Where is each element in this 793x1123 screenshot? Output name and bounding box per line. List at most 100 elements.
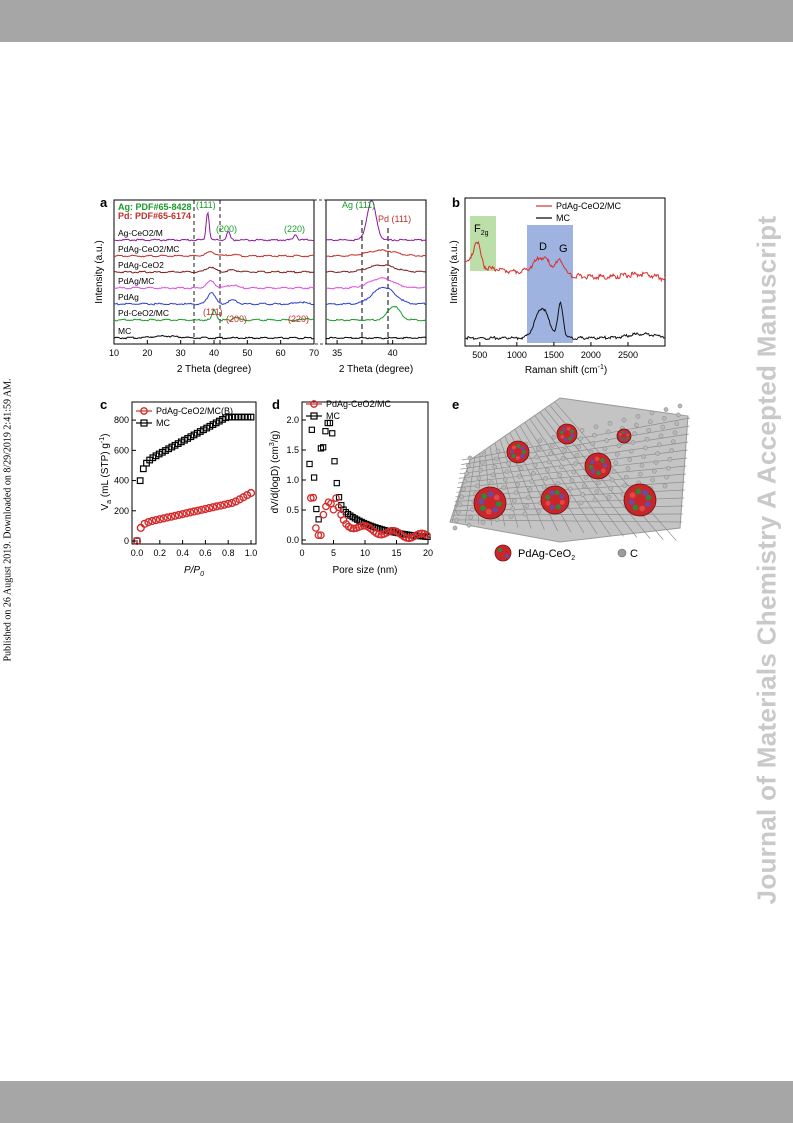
nanoparticle-atom: [566, 426, 571, 431]
isotherm-pdag-point: [246, 488, 256, 498]
legend-c-pdag: PdAg-CeO2/MC(B): [156, 406, 233, 416]
peak-200-red: (200): [226, 314, 247, 324]
xrd-trace-3: [113, 266, 315, 274]
xtick-b-500: 500: [472, 350, 487, 360]
isotherm-pdag-point: [136, 523, 145, 533]
psd-pdag-point: [319, 510, 328, 519]
legend-carbon-label: C: [630, 548, 638, 560]
sample-label-5: PdAg: [118, 292, 139, 302]
psd-mc-point: [320, 444, 327, 451]
legend-marker-c-mc: [140, 419, 148, 427]
xrd-zoom-trace-4: [325, 276, 427, 290]
nanoparticle-atom: [511, 454, 516, 459]
nanoparticle-atom: [520, 454, 525, 459]
psd-mc-point: [310, 474, 318, 481]
xtick-d-20: 20: [423, 548, 433, 558]
xtick-c-0.4: 0.4: [176, 548, 189, 558]
legend-marker-d-pdag: [310, 400, 318, 408]
bottom-footer-bar: [0, 1081, 793, 1123]
isotherm-points: [132, 413, 256, 546]
ref-ag-label: Ag: PDF#65-8428: [118, 202, 192, 212]
xrd-trace-1: [113, 211, 315, 242]
nanoparticle-2: [556, 423, 578, 445]
psd-pdag-point: [314, 531, 323, 540]
nanoparticle-atom: [639, 505, 646, 512]
panel-a-zoom-xlabel: 2 Theta (degree): [339, 364, 413, 375]
nanoparticle-atom: [628, 499, 635, 505]
nanoparticle-atom: [564, 437, 568, 442]
carbon-lattice-illustration: [449, 397, 691, 543]
xtick-a-60: 60: [276, 348, 286, 358]
legend-marker-c-pdag: [140, 407, 148, 415]
nanoparticle-atom: [559, 493, 565, 499]
panel-b-frame: [464, 197, 666, 347]
nanoparticle-atom: [522, 450, 526, 454]
nanoparticle-atom: [642, 489, 648, 496]
isotherm-pdag-point: [197, 505, 206, 514]
nanoparticle-atom: [515, 456, 520, 460]
isotherm-pdag-point: [227, 498, 237, 508]
xtick-c-1.0: 1.0: [245, 548, 258, 558]
peak-220-red: (220): [288, 314, 309, 324]
panel-c-yticks: 0 200 400 600 800: [114, 415, 136, 546]
panel-d-ylabel: dV/d(logD) (cm3/g): [269, 431, 281, 514]
nanoparticle-atom: [623, 438, 627, 442]
nanoparticle-atom: [568, 436, 572, 441]
xtick-d-0: 0: [299, 548, 304, 558]
nanoparticle-atom: [590, 469, 596, 474]
nanoparticle-3: [616, 428, 632, 444]
panel-b-label: b: [452, 195, 460, 210]
isotherm-pdag-point: [144, 518, 153, 527]
nanoparticle-atom: [600, 458, 605, 463]
nanoparticle-atom: [487, 491, 494, 498]
pore-size-points: [306, 419, 431, 543]
psd-pdag-point: [422, 531, 431, 539]
panel-a-zoom-xticks: 35 40: [332, 340, 398, 358]
xtick-a-zoom-35: 35: [332, 348, 342, 358]
legend-particle-label: PdAg-CeO2: [518, 548, 575, 562]
xtick-b-2000: 2000: [581, 350, 601, 360]
nanoparticle-atom: [644, 501, 651, 508]
legend-particle-icon: [494, 544, 512, 562]
nanoparticle-atom: [570, 433, 574, 438]
nanoparticle-atom: [545, 500, 551, 506]
nanoparticle-atom: [629, 492, 636, 499]
sample-labels: Ag-CeO2/M PdAg-CeO2/MC PdAg-CeO2 PdAg/MC PdA…: [118, 228, 179, 336]
xrd-trace-6: [113, 308, 315, 322]
psd-pdag-point: [332, 494, 340, 503]
xrd-zoom-trace-1: [325, 200, 427, 242]
nanoparticle-atom: [602, 463, 608, 468]
panel-c-xticks: 0.0 0.2 0.4 0.6 0.8 1.0: [131, 540, 258, 558]
panel-a-ylabel: Intensity (a.u.): [94, 240, 105, 303]
psd-mc-point: [315, 516, 322, 523]
xrd-trace-2: [113, 251, 314, 258]
band-f2g: F2g: [474, 223, 489, 237]
psd-pdag-point: [317, 531, 325, 540]
psd-pdag-point: [375, 530, 383, 539]
xrd-trace-7: [114, 334, 315, 340]
sample-label-3: PdAg-CeO2: [118, 260, 164, 270]
psd-pdag-point: [387, 526, 396, 535]
isotherm-pdag-point: [193, 506, 202, 515]
nanoparticle-atom: [635, 488, 642, 495]
nanoparticle-atom: [632, 504, 639, 511]
raman-trace-pdag: [464, 240, 666, 283]
nanoparticle-atom: [562, 427, 567, 432]
psd-pdag-point: [309, 493, 318, 502]
isotherm-pdag-point: [170, 511, 180, 520]
xtick-c-0.8: 0.8: [222, 548, 235, 558]
psd-mc-point: [306, 460, 313, 468]
isotherm-mc-point: [139, 465, 147, 473]
psd-pdag-point: [327, 499, 335, 508]
pdag-ceo2-particles: [473, 423, 657, 520]
legend-pdag-ceo2-mc: PdAg-CeO2/MC: [556, 201, 622, 211]
nanoparticle-atom: [554, 490, 560, 496]
xrd-trace-5: [114, 291, 315, 306]
peak-111-green: (111): [196, 200, 216, 210]
legend-carbon-icon: [617, 548, 627, 558]
nanoparticle-atom: [555, 504, 561, 510]
panel-b-xlabel: Raman shift (cm-1): [525, 364, 607, 376]
peak-220-green: (220): [284, 224, 305, 234]
isotherm-pdag-point: [140, 519, 149, 528]
ytick-d-1.0: 1.0: [286, 475, 299, 485]
